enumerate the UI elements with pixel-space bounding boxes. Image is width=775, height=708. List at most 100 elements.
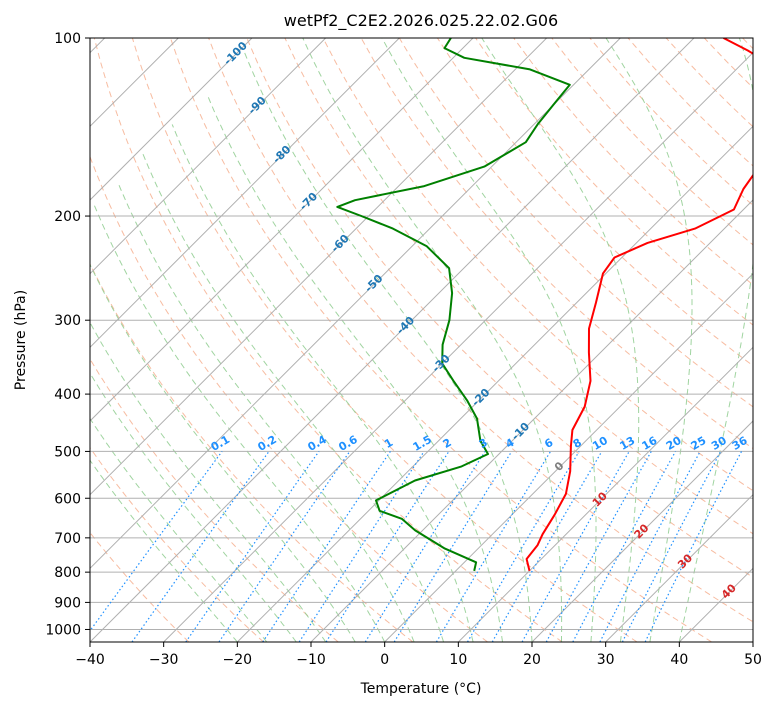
y-tick-label: 1000 bbox=[45, 622, 81, 638]
moist-adiabat bbox=[381, 38, 597, 642]
isotherm-label: -40 bbox=[394, 314, 417, 337]
x-tick-label: 40 bbox=[670, 652, 688, 668]
mixing-ratio-label: 0.4 bbox=[306, 433, 330, 454]
plot-frame bbox=[89, 37, 754, 643]
x-tick-label: 50 bbox=[744, 652, 762, 668]
y-tick-label: 800 bbox=[54, 565, 81, 581]
isotherm-label: -60 bbox=[329, 232, 352, 255]
mixing-ratio-label: 25 bbox=[689, 434, 709, 453]
mixing-ratio-line bbox=[521, 451, 630, 642]
mixing-ratio-label: 10 bbox=[590, 434, 610, 453]
isotherm-line bbox=[457, 346, 753, 642]
mixing-ratio-line bbox=[262, 451, 391, 642]
isotherm-label: -70 bbox=[297, 190, 320, 213]
moist-adiabat bbox=[141, 150, 445, 642]
isotherm-label: 20 bbox=[632, 521, 652, 541]
isotherm-label: -80 bbox=[270, 143, 293, 166]
isotherm-line bbox=[752, 641, 753, 642]
isotherm-label: -90 bbox=[246, 94, 269, 117]
y-axis-label: Pressure (hPa) bbox=[13, 290, 29, 390]
x-tick-label: −30 bbox=[149, 652, 179, 668]
isotherm-line bbox=[236, 125, 753, 642]
isotherm-label: -100 bbox=[221, 39, 250, 68]
mixing-ratio-line bbox=[599, 451, 701, 642]
mixing-ratio-label: 0.1 bbox=[209, 433, 232, 454]
dry-adiabat bbox=[436, 38, 753, 367]
mixing-ratio-label: 13 bbox=[618, 434, 638, 453]
moist-adiabat bbox=[90, 263, 356, 642]
mixing-ratio-line bbox=[393, 451, 513, 642]
dry-adiabat bbox=[90, 446, 264, 642]
moist-adiabat bbox=[481, 38, 640, 642]
isotherm-label: -10 bbox=[509, 420, 532, 443]
dry-adiabat bbox=[589, 38, 753, 206]
y-tick-label: 700 bbox=[54, 531, 81, 547]
isotherm-label: 0 bbox=[552, 459, 567, 474]
dry-adiabat bbox=[322, 38, 753, 492]
dry-adiabat bbox=[131, 38, 638, 642]
dewpoint-profile-line bbox=[336, 38, 571, 572]
x-tick-label: 0 bbox=[380, 652, 389, 668]
mixing-ratio-line bbox=[364, 451, 486, 642]
isotherm-line bbox=[531, 420, 753, 642]
mixing-ratio-lines bbox=[90, 451, 743, 642]
isotherm-line bbox=[90, 38, 327, 275]
dry-adiabat bbox=[284, 38, 753, 535]
y-tick-label: 300 bbox=[54, 313, 81, 329]
dry-adiabat bbox=[170, 38, 712, 642]
y-tick-label: 200 bbox=[54, 209, 81, 225]
temperature-profile-line bbox=[525, 38, 753, 572]
dry-adiabat bbox=[513, 38, 753, 286]
isotherm-label: -20 bbox=[469, 386, 492, 409]
moist-adiabat bbox=[605, 38, 693, 642]
x-axis-ticks: −40 −30 −20 −10 0 10 20 30 40 50 bbox=[75, 642, 762, 668]
mixing-ratio-line bbox=[644, 451, 743, 642]
y-tick-label: 400 bbox=[54, 387, 81, 403]
mixing-ratio-label: 36 bbox=[730, 434, 750, 453]
mixing-ratio-label: 3 bbox=[477, 436, 490, 451]
mixing-ratio-line bbox=[218, 451, 351, 642]
isotherm-label: -50 bbox=[362, 272, 385, 295]
moist-adiabat bbox=[90, 372, 297, 642]
dry-adiabat bbox=[703, 38, 753, 89]
isotherm-line bbox=[90, 38, 548, 496]
moist-adiabat bbox=[90, 321, 327, 642]
isotherm-label: -30 bbox=[430, 352, 453, 375]
x-tick-label: −40 bbox=[75, 652, 105, 668]
moist-adiabat bbox=[92, 202, 386, 642]
moist-adiabat bbox=[90, 459, 238, 642]
mixing-ratio-label: 8 bbox=[571, 436, 584, 451]
moist-adiabat bbox=[207, 95, 503, 642]
dry-adiabat bbox=[475, 38, 753, 326]
sounding-series bbox=[336, 38, 753, 572]
background-adiabats bbox=[90, 38, 753, 642]
dry-adiabat bbox=[90, 262, 414, 642]
moist-adiabat bbox=[678, 38, 753, 642]
mixing-ratio-line bbox=[466, 451, 580, 642]
isotherm-line bbox=[310, 199, 753, 642]
dry-adiabat bbox=[551, 38, 753, 246]
moist-adiabat bbox=[243, 50, 533, 642]
isotherm-label: 40 bbox=[719, 581, 739, 601]
chart-title: wetPf2_C2E2.2026.025.22.02.G06 bbox=[284, 11, 558, 31]
isotherm-label: 30 bbox=[675, 551, 695, 571]
isotherm-line bbox=[605, 493, 753, 642]
mixing-ratio-line bbox=[185, 451, 320, 642]
x-tick-label: 10 bbox=[449, 652, 467, 668]
mixing-ratio-label: 0.6 bbox=[336, 433, 360, 454]
dry-adiabat bbox=[742, 38, 753, 50]
mixing-ratio-line bbox=[298, 451, 425, 642]
mixing-ratio-line bbox=[572, 451, 677, 642]
isotherm-line bbox=[90, 38, 695, 642]
y-tick-label: 500 bbox=[54, 444, 81, 460]
x-tick-label: −10 bbox=[296, 652, 326, 668]
dry-adiabat bbox=[665, 38, 753, 128]
x-tick-label: −20 bbox=[223, 652, 253, 668]
mixing-ratio-label: 0.2 bbox=[256, 433, 279, 454]
isotherm-line bbox=[90, 38, 621, 570]
skewed-isotherms bbox=[90, 38, 753, 642]
mixing-ratio-label: 1 bbox=[382, 436, 395, 451]
x-axis-label: Temperature (°C) bbox=[360, 681, 482, 697]
y-axis-ticks: 100 200 300 400 500 600 700 800 900 1000 bbox=[45, 31, 90, 638]
